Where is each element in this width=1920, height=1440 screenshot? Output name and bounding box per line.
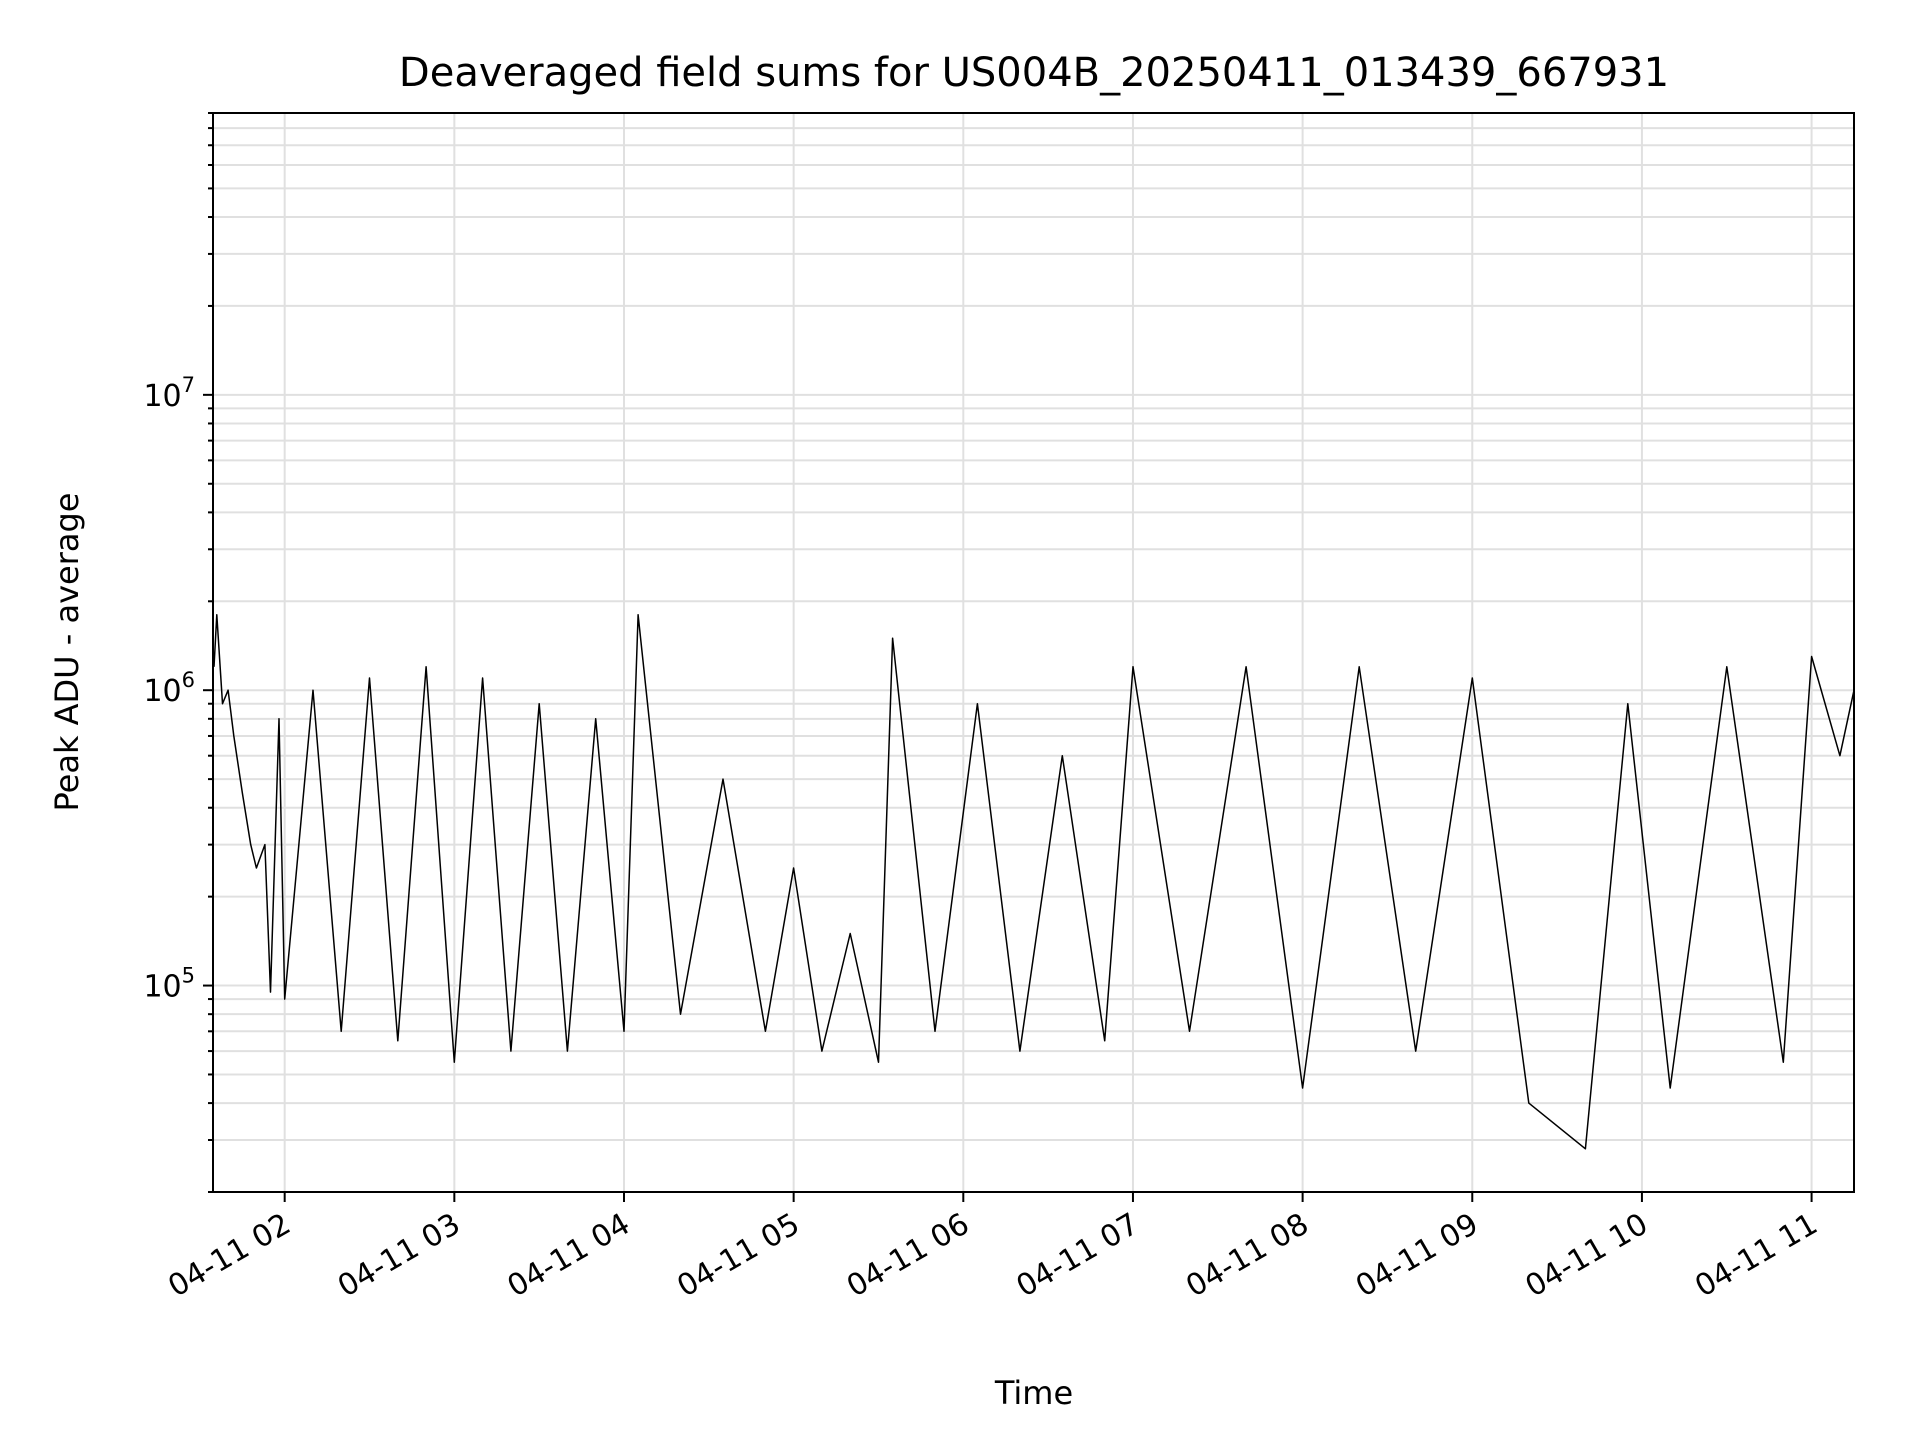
series-layer xyxy=(213,614,1855,1150)
x-axis-label: Time xyxy=(994,1374,1073,1412)
y-axis: 105 106 107 xyxy=(143,112,213,1193)
plot-frame xyxy=(212,112,1855,1193)
series-line xyxy=(213,614,1855,1150)
y-tick-label: 105 xyxy=(143,964,195,1005)
chart-title: Deaveraged field sums for US004B_2025041… xyxy=(399,50,1669,96)
y-tick-label: 107 xyxy=(143,373,195,414)
y-tick-label: 106 xyxy=(143,668,195,709)
y-axis-label: Peak ADU - average xyxy=(48,493,86,812)
